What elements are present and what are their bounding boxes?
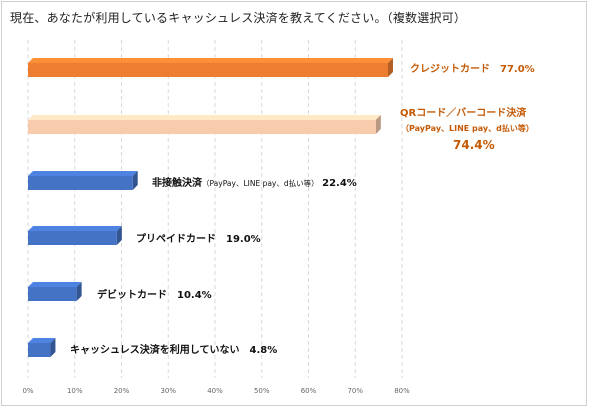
x-tick-label: 0%	[22, 387, 33, 395]
bar-label: QRコード／バーコード決済	[400, 106, 527, 119]
bar-side-face	[387, 58, 393, 77]
x-tick-label: 50%	[254, 387, 270, 395]
bar-label: クレジットカード 77.0%	[410, 63, 535, 75]
bar-top-face	[28, 171, 138, 176]
x-tick-label: 40%	[207, 387, 223, 395]
bar-top-face	[28, 282, 82, 287]
bar	[28, 63, 388, 77]
bar-label: デビットカード 10.4%	[97, 288, 212, 301]
bar-top-face	[28, 58, 393, 63]
bar-side-face	[116, 226, 122, 245]
x-tick-label: 80%	[394, 387, 410, 395]
bar	[28, 120, 376, 134]
x-tick-label: 60%	[301, 387, 317, 395]
bar-label: キャッシュレス決済を利用していない 4.8%	[70, 343, 277, 356]
bar-side-face	[375, 115, 381, 134]
x-tick-label: 10%	[67, 387, 83, 395]
chart-title: 現在、あなたが利用しているキャッシュレス決済を教えてください。（複数選択可）	[10, 11, 467, 25]
bar-top-face	[28, 115, 381, 120]
bar	[28, 231, 117, 245]
bar-label: プリペイドカード 19.0%	[136, 232, 261, 245]
bar-side-face	[76, 282, 82, 301]
bar-side-face	[132, 171, 138, 190]
bar	[28, 287, 77, 301]
value-label: 74.4%	[453, 138, 495, 152]
bar-note: （PayPay、LINE pay、d払い等）	[401, 123, 534, 133]
bar-top-face	[28, 338, 56, 343]
x-tick-label: 30%	[160, 387, 176, 395]
bar-side-face	[50, 338, 56, 357]
x-tick-label: 20%	[114, 387, 130, 395]
bar	[28, 176, 133, 190]
bar-label: 非接触決済（PayPay、LINE pay、d払い等） 22.4%	[152, 176, 357, 189]
x-tick-label: 70%	[347, 387, 363, 395]
bar	[28, 343, 51, 357]
bar-top-face	[28, 226, 122, 231]
